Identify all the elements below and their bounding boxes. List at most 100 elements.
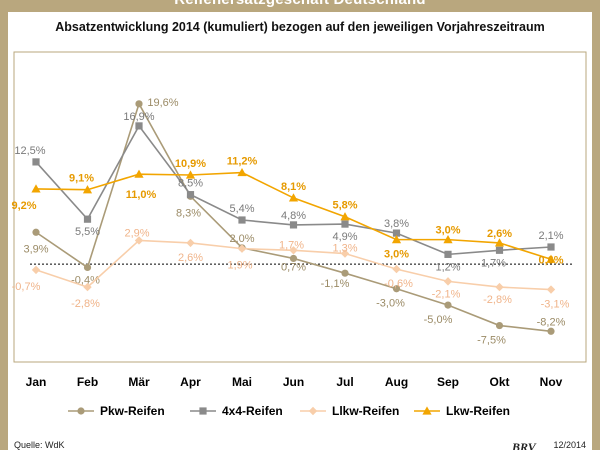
data-label-llkw-4: 1,9% [227,260,252,272]
data-point-lkw-1 [82,185,93,194]
data-label-llkw-0: -0,7% [12,281,41,293]
data-point-x4-2 [135,122,143,130]
data-label-x4-5: 4,8% [281,210,306,222]
data-label-lkw-8: 3,0% [435,225,460,237]
data-label-pkw-5: 0,7% [281,261,306,273]
data-point-pkw-1 [83,263,92,272]
legend-marker-x4 [199,407,207,415]
data-point-lkw-6 [340,212,350,221]
x-tick-label-4: Mai [232,375,252,389]
x-tick-label-6: Jul [336,375,353,389]
legend-item-llkw: Llkw-Reifen [300,404,399,418]
data-point-lkw-7 [391,235,402,244]
data-label-lkw-7: 3,0% [384,249,409,261]
x-tick-label-10: Nov [540,375,563,389]
data-label-llkw-6: 1,3% [332,243,357,255]
data-point-lkw-10 [546,254,556,263]
banner: Reifenersatzgeschäft Deutschland [0,0,600,12]
data-point-x4-6 [341,220,349,228]
data-point-x4-1 [83,215,92,223]
data-point-lkw-0 [31,184,41,193]
data-label-x4-10: 2,1% [538,230,563,242]
data-label-x4-2: 16,9% [123,111,154,123]
banner-title: Reifenersatzgeschäft Deutschland [0,0,600,8]
data-point-pkw-8 [444,301,452,309]
data-label-pkw-8: -5,0% [424,314,453,326]
data-label-x4-6: 4,9% [332,231,357,243]
data-label-lkw-5: 8,1% [281,181,306,193]
data-point-pkw-10 [547,327,555,335]
x-tick-label-0: Jan [26,375,47,389]
data-label-pkw-10: -8,2% [537,316,566,328]
source-note: Quelle: WdK [14,440,65,450]
data-label-x4-1: 5,5% [75,226,100,238]
data-label-pkw-3: 8,3% [176,207,201,219]
data-point-x4-8 [444,250,452,258]
data-point-llkw-3 [186,238,195,248]
data-label-pkw-7: -3,0% [376,298,405,310]
data-label-lkw-9: 2,6% [487,228,512,240]
series-llkw: -0,7% -2,8% 2,9% 2,6% 1,9% 1,7% 1,3% -0,6% -2,1%… [12,227,570,310]
data-label-llkw-7: -0,6% [384,278,413,290]
legend-label-lkw: Lkw-Reifen [446,404,510,418]
data-point-lkw-2 [134,169,144,178]
data-label-x4-8: 1,2% [435,261,460,273]
legend-marker-pkw [77,407,85,415]
data-point-pkw-9 [495,321,504,330]
brv-logo: BRV [511,440,537,450]
data-point-lkw-9 [494,238,505,247]
data-point-pkw-2 [135,100,143,108]
x-tick-label-5: Jun [283,375,304,389]
data-point-llkw-2 [134,236,144,245]
data-label-pkw-4: 2,0% [229,233,254,245]
data-label-x4-9: 1,7% [481,257,506,269]
data-point-x4-3 [186,191,195,199]
plot-area [13,51,587,363]
data-point-llkw-4 [237,244,247,253]
x-tick-label-3: Apr [180,375,201,389]
data-point-pkw-0 [32,228,40,236]
x-axis: Jan Feb Mär Apr Mai Jun Jul Aug Sep Okt Nov [26,375,563,389]
x-tick-label-7: Aug [385,375,408,389]
x-tick-label-9: Okt [489,375,509,389]
data-point-x4-7 [392,229,401,237]
data-point-pkw-6 [341,269,349,277]
data-point-llkw-8 [443,277,453,286]
data-label-llkw-2: 2,9% [124,227,149,239]
data-point-llkw-0 [31,265,41,275]
series-lkw: 9,2% 9,1% 11,0% 10,9% 11,2% 8,1% 5,8% 3,0% 3,0% 2… [11,156,563,267]
data-point-lkw-4 [237,167,247,177]
data-label-lkw-2: 11,0% [126,189,157,201]
data-point-lkw-3 [185,170,196,179]
series-x4: 12,5% 5,5% 16,9% 8,5% 5,4% 4,8% 4,9% 3,8% 1,2% 1,… [14,111,563,273]
data-label-llkw-9: -2,8% [483,294,512,306]
date-note: 12/2014 [553,440,586,450]
data-label-lkw-1: 9,1% [69,173,94,185]
legend-label-x4: 4x4-Reifen [222,404,283,418]
data-label-llkw-8: -2,1% [432,288,461,300]
data-point-pkw-5 [289,254,298,263]
data-point-x4-0 [32,158,40,166]
data-label-llkw-5: 1,7% [279,239,304,251]
data-label-x4-7: 3,8% [384,218,409,230]
legend-item-pkw: Pkw-Reifen [68,404,165,418]
data-label-x4-3: 8,5% [178,178,203,190]
legend-item-x4: 4x4-Reifen [190,404,283,418]
data-point-llkw-5 [289,246,298,255]
data-label-lkw-3: 10,9% [175,158,206,170]
data-point-llkw-9 [495,282,504,292]
data-label-lkw-4: 11,2% [227,156,258,168]
legend-marker-llkw [308,406,318,416]
chart-title: Absatzentwicklung 2014 (kumuliert) bezog… [55,20,545,34]
data-label-x4-0: 12,5% [14,145,45,157]
data-point-lkw-5 [288,193,299,202]
x-tick-label-2: Mär [128,375,150,389]
data-label-pkw-6: -1,1% [321,278,350,290]
data-label-llkw-1: -2,8% [71,298,100,310]
x-tick-label-8: Sep [437,375,459,389]
data-point-llkw-10 [546,285,556,294]
data-label-x4-4: 5,4% [229,203,254,215]
data-point-x4-5 [289,221,298,229]
